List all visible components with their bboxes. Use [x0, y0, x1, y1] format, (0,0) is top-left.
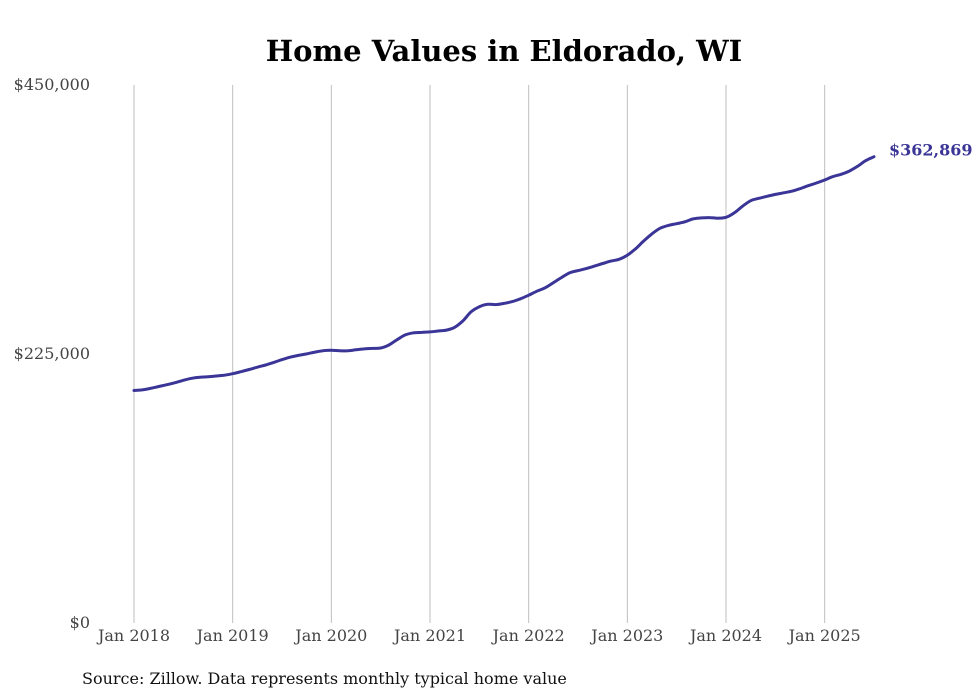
series-line-0: [132, 155, 876, 392]
x-tick-label: Jan 2019: [195, 626, 269, 645]
chart-title: Home Values in Eldorado, WI: [266, 34, 743, 68]
x-tick-label: Jan 2022: [491, 626, 565, 645]
x-tick-label: Jan 2023: [589, 626, 663, 645]
x-tick-label: Jan 2024: [688, 626, 762, 645]
x-tick-label: Jan 2018: [96, 626, 170, 645]
series-group: [132, 155, 876, 392]
y-axis-tick-labels: $0 $225,000 $450,000: [14, 75, 90, 632]
x-axis-tick-labels: Jan 2018 Jan 2019 Jan 2020 Jan 2021 Jan 2022…: [96, 626, 861, 645]
x-tick-label: Jan 2020: [293, 626, 367, 645]
end-value-label: $362,869: [889, 141, 973, 160]
y-tick-label: $225,000: [14, 344, 90, 363]
vertical-gridlines: [133, 85, 826, 623]
x-tick-label: Jan 2025: [787, 626, 861, 645]
x-tick-label: Jan 2021: [392, 626, 466, 645]
y-tick-label: $450,000: [14, 75, 90, 94]
source-note: Source: Zillow. Data represents monthly …: [82, 669, 567, 688]
y-tick-label: $0: [70, 613, 90, 632]
